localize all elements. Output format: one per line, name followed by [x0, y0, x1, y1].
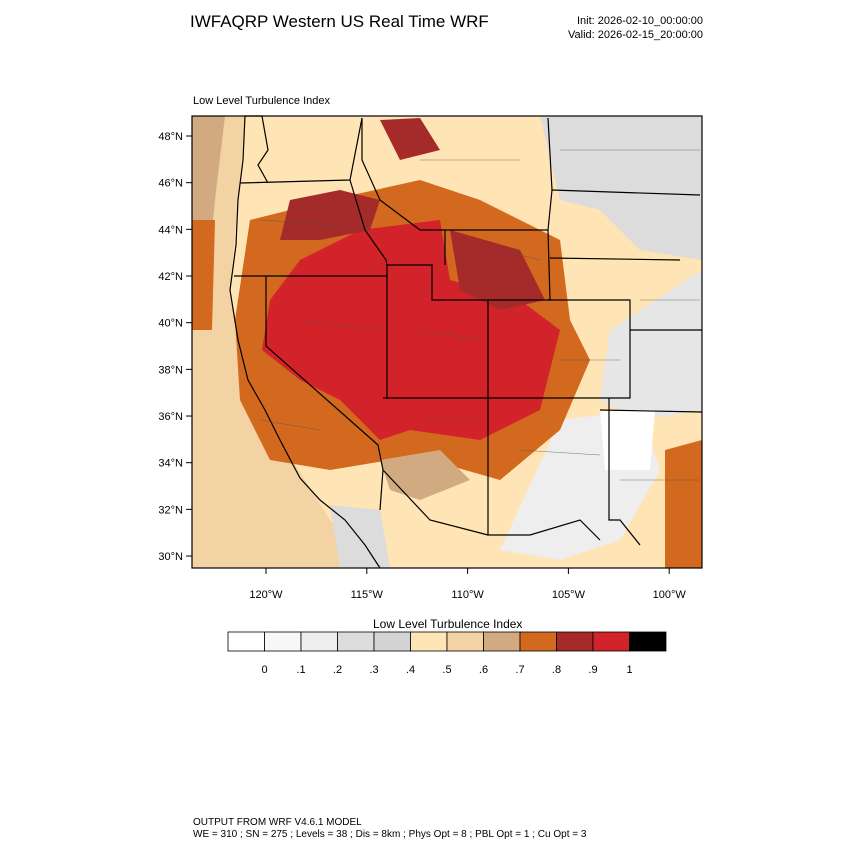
colorbar-title: Low Level Turbulence Index — [373, 617, 522, 631]
title: IWFAQRP Western US Real Time WRF — [190, 12, 489, 31]
lat-label: 44°N — [158, 224, 183, 236]
colorbar-box — [410, 631, 448, 652]
colorbar-box — [556, 631, 594, 652]
lon-label: 120°W — [249, 589, 283, 601]
lon-label: 110°W — [451, 589, 484, 601]
init-time: Init: 2026-02-10_00:00:00 — [577, 15, 703, 27]
tan-arizona — [380, 450, 470, 500]
lat-label: 34°N — [158, 458, 183, 470]
gray-plains — [600, 270, 702, 420]
lon-label: 115°W — [351, 589, 384, 601]
brown-terrain — [450, 230, 545, 310]
axes: 48°N 46°N 44°N 42°N 40°N 38°N 36°N 34°N 32°N 30°N… — [158, 131, 686, 601]
colorbar-box — [592, 631, 630, 652]
colorbar-label: 0 — [261, 664, 267, 676]
ocean-orange — [192, 220, 215, 330]
colorbar-box — [519, 631, 557, 652]
ocean-field — [192, 116, 370, 568]
lat-label: 40°N — [158, 318, 183, 330]
orange-texas — [665, 440, 702, 568]
lat-label: 42°N — [158, 271, 183, 283]
colorbar-box — [227, 631, 265, 652]
map-field — [192, 116, 702, 568]
colorbar-box — [264, 631, 302, 652]
valid-time: Valid: 2026-02-15_20:00:00 — [568, 29, 703, 41]
gray-north — [540, 116, 702, 260]
colorbar: 0 .1 .2 .3 .4 .5 .6 .7 .8 .9 1 — [227, 631, 667, 676]
colorbar-label: 1 — [626, 664, 632, 676]
colorbar-box — [300, 631, 338, 652]
white-panhandle — [600, 410, 655, 470]
colorbar-box — [446, 631, 484, 652]
lat-label: 38°N — [158, 364, 183, 376]
colorbar-label: .9 — [588, 664, 597, 676]
lat-label: 32°N — [158, 504, 183, 516]
brown-montana — [380, 118, 440, 160]
footer-line1: OUTPUT FROM WRF V4.6.1 MODEL — [193, 817, 362, 828]
footer-line2: WE = 310 ; SN = 275 ; Levels = 38 ; Dis … — [193, 829, 587, 840]
lat-label: 36°N — [158, 411, 183, 423]
lat-label: 48°N — [158, 131, 183, 143]
lon-label: 105°W — [552, 589, 586, 601]
brown-idaho — [280, 190, 380, 240]
colorbar-box — [483, 631, 521, 652]
colorbar-label: .1 — [296, 664, 305, 676]
red-terrain — [262, 220, 560, 440]
lat-label: 46°N — [158, 178, 183, 190]
colorbar-label: .7 — [515, 664, 524, 676]
colorbar-label: .4 — [406, 664, 415, 676]
lon-label: 100°W — [653, 589, 687, 601]
map-frame — [191, 115, 703, 569]
panel-label: Low Level Turbulence Index — [193, 95, 330, 107]
colorbar-box — [337, 631, 375, 652]
borders — [229, 115, 703, 569]
colorbar-label: .6 — [479, 664, 488, 676]
lat-label: 30°N — [158, 551, 183, 563]
colorbar-box — [373, 631, 411, 652]
colorbar-label: .3 — [369, 664, 378, 676]
colorbar-label: .2 — [333, 664, 342, 676]
colorbar-label: .8 — [552, 664, 561, 676]
colorbar-box — [629, 631, 667, 652]
colorbar-label: .5 — [442, 664, 451, 676]
